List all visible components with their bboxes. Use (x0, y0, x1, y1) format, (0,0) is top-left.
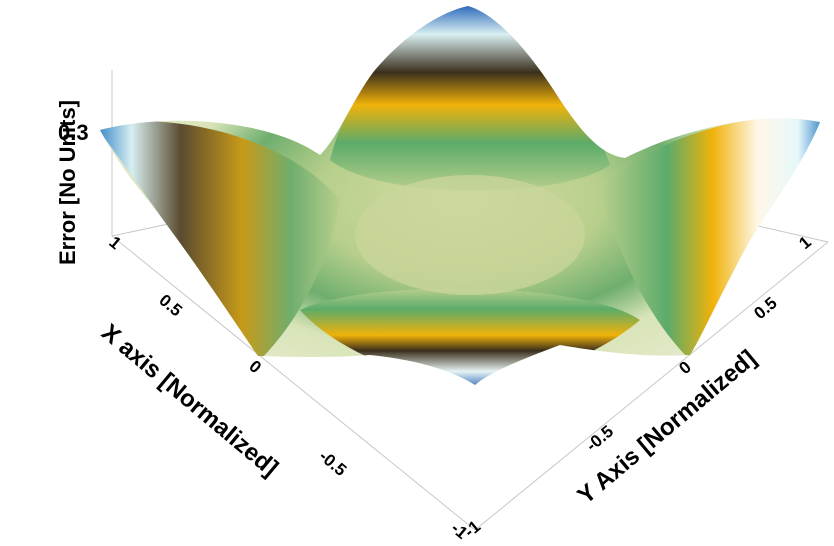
surface-center (355, 175, 585, 295)
y-tick-label: 0.5 (750, 293, 780, 323)
z-tick-label: 0.3 (58, 120, 89, 145)
x-tick-label: -0.5 (315, 447, 350, 480)
x-tick-label: 1 (105, 233, 124, 254)
surface-lobe-left (100, 121, 340, 360)
z-axis-title: Error [No Units] (55, 100, 80, 265)
y-tick-label: -0.5 (582, 422, 617, 455)
surface-lobe-top (330, 6, 610, 191)
y-tick-label: 1 (795, 232, 814, 253)
x-tick-label: 0 (245, 357, 264, 378)
x-tick-label: 0.5 (155, 291, 185, 321)
frame-line-right (474, 241, 829, 531)
frame-line-left (111, 235, 476, 531)
error-surface (100, 6, 820, 385)
y-tick-label: 0 (675, 357, 694, 378)
surface-lobe-bottom (300, 288, 640, 385)
surface-lobe-right (600, 116, 820, 360)
